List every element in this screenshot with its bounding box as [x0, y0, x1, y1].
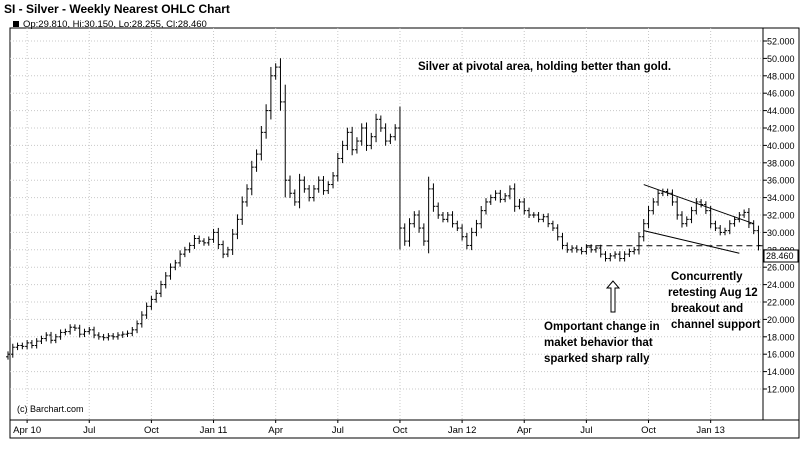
- annotation-right-line3: breakout and: [671, 303, 743, 315]
- x-tick-label: Oct: [144, 425, 159, 436]
- plot-area: [9, 27, 764, 421]
- y-tick-label: 50.000: [767, 54, 795, 64]
- annotation-left: Omportant change in maket behavior that …: [544, 321, 660, 365]
- y-tick-label: 34.000: [767, 193, 795, 203]
- y-tick-label: 30.000: [767, 228, 795, 238]
- last-price-label: 28.460: [766, 251, 794, 261]
- y-tick-label: 22.000: [767, 298, 795, 308]
- x-tick-label: Jan 12: [448, 425, 477, 436]
- y-tick-label: 42.000: [767, 124, 795, 134]
- x-tick-label: Jul: [83, 425, 95, 436]
- channel-upper-line: [643, 184, 754, 225]
- y-tick-label: 16.000: [767, 350, 795, 360]
- annotation-right: Concurrently retesting Aug 12 breakout a…: [668, 271, 761, 331]
- x-tick-label: Jul: [332, 425, 344, 436]
- y-tick-label: 40.000: [767, 141, 795, 151]
- x-tick-label: Oct: [641, 425, 656, 436]
- y-tick-label: 14.000: [767, 367, 795, 377]
- annotation-left-line1: Omportant change in: [544, 321, 660, 333]
- annotation-right-line4: channel support: [671, 319, 761, 331]
- x-tick-label: Jan 11: [200, 425, 228, 436]
- y-tick-label: 20.000: [767, 315, 795, 325]
- title-bar: [0, 0, 800, 18]
- annotation-right-line2: retesting Aug 12: [668, 287, 758, 299]
- y-tick-label: 48.000: [767, 71, 795, 81]
- chart-title: SI - Silver - Weekly Nearest OHLC Chart: [4, 2, 230, 16]
- y-tick-label: 52.000: [767, 37, 795, 47]
- x-tick-label: Apr 10: [13, 425, 41, 436]
- y-tick-label: 26.000: [767, 263, 795, 273]
- x-tick-label: Oct: [393, 425, 408, 436]
- channel-lower-line: [643, 230, 740, 254]
- y-tick-label: 24.000: [767, 280, 795, 290]
- y-tick-label: 38.000: [767, 158, 795, 168]
- y-tick-label: 44.000: [767, 106, 795, 116]
- annotation-right-line1: Concurrently: [671, 271, 743, 283]
- annotation-top: Silver at pivotal area, holding better t…: [418, 61, 671, 73]
- annotation-left-line2: maket behavior that: [544, 337, 653, 349]
- last-price-box: [763, 249, 799, 263]
- x-tick-label: Jul: [580, 425, 592, 436]
- overlay-lines: [586, 184, 763, 254]
- time-axis-panel: [9, 419, 800, 439]
- copyright-label: (c) Barchart.com: [17, 404, 84, 414]
- ohlc-readout: Op:29.810, Hi:30.150, Lo:28.255, Cl:28.4…: [23, 19, 207, 30]
- series-swatch: [13, 21, 19, 27]
- y-tick-label: 32.000: [767, 211, 795, 221]
- x-tick-labels: Apr 10 Jul Oct Jan 11 Apr Jul Oct Jan 12 Apr Jul O…: [13, 420, 725, 436]
- ohlc-bars: [6, 58, 761, 360]
- x-tick-label: Apr: [268, 425, 283, 436]
- price-axis-panel: [762, 27, 800, 421]
- y-tick-labels: 12.000 14.000 16.000 18.000 20.000 22.000 24.0…: [763, 37, 795, 395]
- x-tick-label: Apr: [517, 425, 532, 436]
- y-tick-label: 18.000: [767, 332, 795, 342]
- y-tick-label: 36.000: [767, 176, 795, 186]
- y-tick-label: 12.000: [767, 385, 795, 395]
- x-tick-label: Jan 13: [696, 425, 725, 436]
- y-tick-label: 46.000: [767, 89, 795, 99]
- up-arrow-icon: [605, 280, 621, 313]
- annotation-left-line3: sparked sharp rally: [544, 353, 650, 365]
